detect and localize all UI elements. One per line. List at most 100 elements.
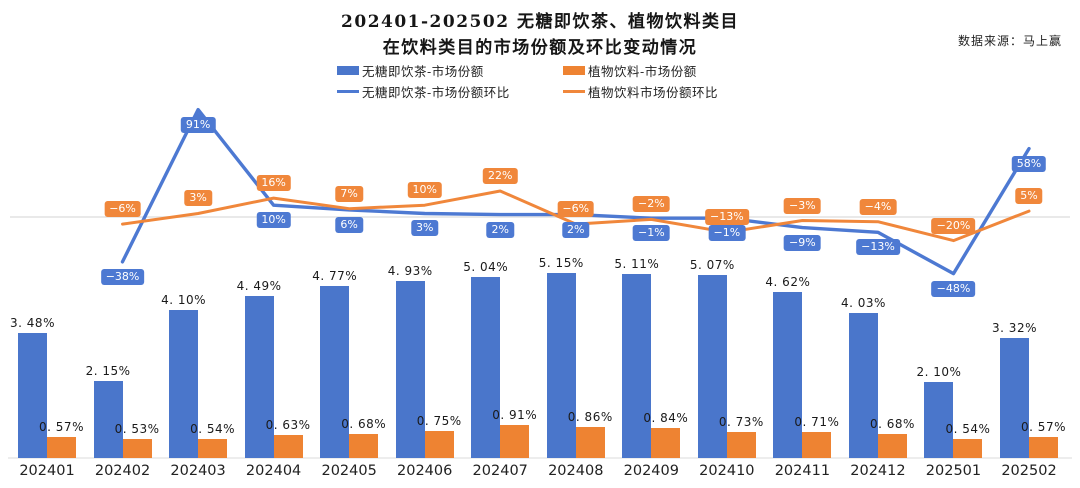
plant-share-bar: [122, 438, 152, 458]
mom-value-label: 6%: [335, 216, 363, 233]
mom-value-label: −20%: [931, 217, 976, 234]
x-axis-label: 202402: [94, 463, 151, 479]
plant-share-bar: [651, 427, 681, 458]
tea-share-bar: [244, 296, 274, 458]
tea-share-bar: [924, 382, 954, 458]
bar-value-label: 5. 15%: [538, 255, 584, 270]
mom-value-label: 5%: [1015, 188, 1043, 205]
bar-value-label: 4. 62%: [765, 274, 811, 289]
tea-share-bar: [848, 312, 878, 458]
mom-value-label: −13%: [705, 209, 749, 226]
zero-gridline: [10, 216, 1070, 218]
bar-value-label: 4. 93%: [387, 263, 433, 278]
tea-share-bar: [18, 332, 47, 458]
x-axis-label: 202405: [321, 463, 377, 479]
plant-share-bar: [349, 433, 379, 458]
x-axis-line: [8, 457, 1072, 459]
x-axis-label: 202409: [623, 463, 679, 479]
x-axis-label: 202404: [245, 463, 302, 479]
bar-value-label: 0. 54%: [190, 421, 236, 436]
tea-share-bar: [622, 274, 652, 458]
mom-value-label: −38%: [100, 268, 145, 285]
mom-value-label: −13%: [856, 239, 900, 256]
legend-item: 植物饮料市场份额环比: [563, 84, 719, 100]
mom-value-label: 2%: [562, 221, 590, 238]
mom-value-label: −1%: [632, 225, 670, 242]
mom-value-label: 10%: [407, 182, 442, 199]
mom-value-label: 91%: [180, 111, 216, 133]
bar-value-label: 0. 86%: [567, 410, 613, 425]
bar-value-label: 0. 63%: [265, 418, 311, 433]
tea-share-bar: [546, 272, 576, 458]
bar-value-label: 0. 73%: [718, 414, 764, 429]
x-axis-label: 202401: [19, 463, 75, 479]
plant-share-bar: [877, 433, 907, 458]
mom-value-label: −1%: [708, 225, 746, 242]
legend-bar-swatch: [563, 66, 585, 75]
tea-share-bar: [93, 380, 123, 458]
legend-line-swatch: [563, 90, 585, 93]
bar-value-label: 0. 57%: [39, 420, 84, 435]
bar-value-label: 2. 10%: [916, 365, 962, 380]
tea-share-bar: [697, 275, 727, 458]
plant-share-bar: [575, 427, 605, 458]
x-axis-label: 202502: [1001, 463, 1057, 479]
bar-value-label: 4. 03%: [840, 295, 886, 310]
tea-share-bar: [773, 291, 803, 458]
plant-share-bar: [802, 432, 832, 458]
plant-share-bar: [1029, 437, 1059, 458]
label-caret: [193, 111, 204, 117]
legend-line-swatch: [337, 90, 359, 93]
x-axis-label: 202407: [472, 463, 528, 479]
bar-value-label: 0. 53%: [114, 421, 160, 436]
legend-bar-swatch: [337, 66, 359, 75]
bar-value-label: 0. 68%: [341, 416, 387, 431]
x-axis-label: 202501: [925, 463, 982, 479]
mom-value-label: 7%: [335, 185, 363, 202]
plant-share-bar: [500, 425, 530, 458]
plant-share-bar: [273, 435, 303, 458]
tea-share-bar: [169, 310, 199, 458]
legend-item: 植物饮料-市场份额: [563, 63, 697, 79]
bar-value-label: 3. 32%: [992, 321, 1037, 336]
bar-value-label: 0. 54%: [945, 421, 991, 436]
bar-value-label: 5. 04%: [463, 259, 509, 274]
bar-value-label: 2. 15%: [85, 363, 131, 378]
bar-value-label: 0. 71%: [794, 415, 840, 430]
tea-share-bar: [471, 276, 501, 458]
x-axis-label: 202410: [699, 463, 755, 479]
bar-value-label: 5. 11%: [614, 257, 660, 272]
bar-value-label: 4. 10%: [161, 293, 207, 308]
x-axis-label: 202412: [850, 463, 906, 479]
tea-share-bar: [320, 286, 350, 458]
tea-share-bar: [1000, 338, 1030, 458]
mom-value-label: 58%: [1011, 155, 1047, 172]
bar-value-label: 0. 57%: [1021, 420, 1066, 435]
bar-value-label: 3. 48%: [10, 315, 55, 330]
legend-label: 无糖即饮茶-市场份额环比: [362, 85, 510, 100]
bar-value-label: 5. 07%: [689, 258, 735, 273]
tea-share-bar: [395, 280, 425, 458]
legend-item: 无糖即饮茶-市场份额环比: [337, 84, 510, 100]
chart-title: 202401-202502 无糖即饮茶、植物饮料类目 在饮料类目的市场份额及环比…: [0, 9, 1080, 61]
bar-value-label: 0. 68%: [869, 416, 915, 431]
x-axis-label: 202403: [170, 463, 226, 479]
bar-value-label: 4. 49%: [236, 279, 282, 294]
bar-value-label: 0. 75%: [416, 414, 462, 428]
legend-label: 植物饮料市场份额环比: [588, 85, 719, 100]
plant-share-bar: [953, 438, 983, 458]
x-axis-label: 202411: [774, 463, 831, 479]
x-axis-label: 202408: [548, 463, 604, 479]
mom-value-label: 10%: [256, 212, 291, 229]
x-axis-label: 202406: [397, 463, 453, 479]
mom-value-label: −9%: [784, 234, 821, 251]
chart-title-line2: 在饮料类目的市场份额及环比变动情况: [382, 38, 698, 58]
mom-value-label: −6%: [104, 201, 141, 218]
plant-share-bar: [47, 437, 76, 458]
legend-item: 无糖即饮茶-市场份额: [337, 63, 484, 79]
mom-value-label: 22%: [483, 168, 518, 185]
mom-value-label: −3%: [784, 197, 821, 214]
plant-share-bar: [424, 431, 454, 458]
